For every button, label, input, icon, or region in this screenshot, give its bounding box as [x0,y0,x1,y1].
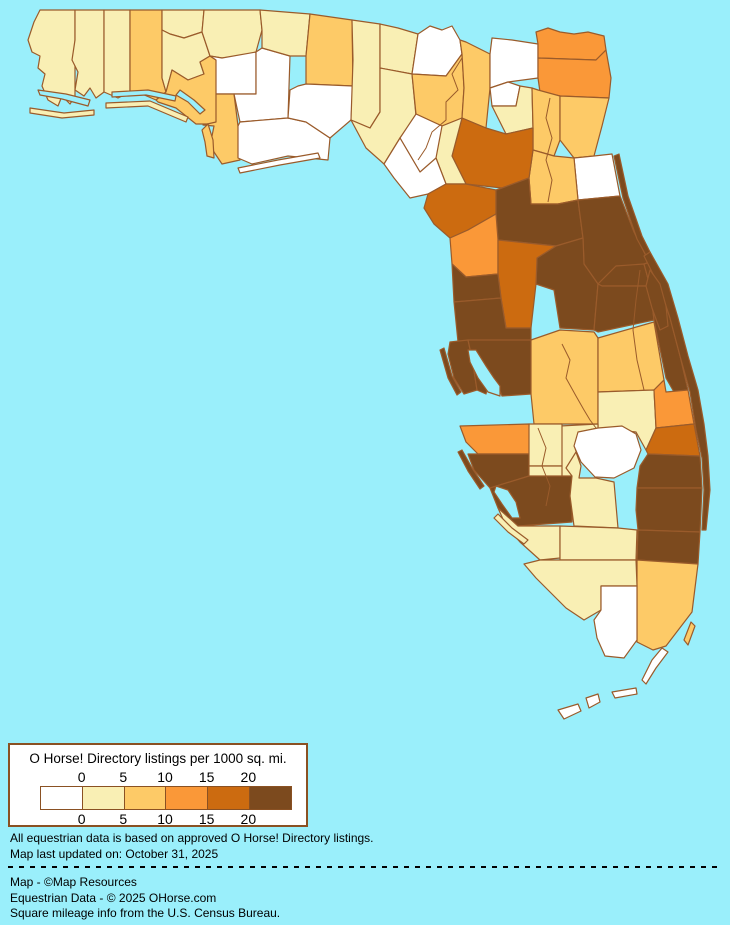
st-andrew-bay [175,89,206,115]
county-miami-dade [636,559,699,651]
legend-tick-0: 0 [77,811,86,827]
county-leon [305,13,354,87]
charlotte-harbor [493,485,521,519]
legend-tick-20: 20 [240,769,257,785]
county-nassau [535,27,607,61]
county-jackson [201,9,263,59]
county-calhoun [209,51,257,95]
sanibel-barrier-island [493,513,529,545]
cape-canaveral-barrier [643,251,711,531]
choctawhatchee-bay [111,89,177,102]
legend-ticks-top: 0 5 10 15 20 [10,769,306,785]
county-palm-beach [635,487,703,533]
pensacola-barrier-island [29,107,95,119]
apalachicola-barrier-island [237,152,321,174]
county-glades [565,451,619,529]
suwannee-river [417,57,463,161]
county-hernando [451,263,502,303]
county-flagler [573,153,621,201]
st-johns-river [545,97,553,203]
destin-barrier-island [105,100,189,123]
middle-keys [611,687,638,699]
county-layer [27,9,711,720]
tampa-bay [467,349,501,397]
county-polk [530,329,599,425]
kissimmee-river [561,343,597,429]
county-monroe [593,585,638,659]
census-credit: Square mileage info from the U.S. Census… [10,906,281,920]
legend-color-ramp [40,786,292,810]
legend-tick-10: 10 [157,811,173,827]
legend-tick-10: 10 [157,769,173,785]
lake-lake-okeechobee [573,425,642,479]
key-largo [641,647,669,685]
county-escambia [27,9,76,107]
county-madison [379,23,419,75]
map-legend: O Horse! Directory listings per 1000 sq.… [8,743,308,827]
county-clay [531,87,561,157]
legend-swatch-0 [41,787,82,809]
legend-swatch-10-15 [165,787,208,809]
county-broward [636,529,701,565]
county-jefferson [350,19,381,129]
legend-tick-15: 15 [198,811,215,827]
st-johns-river-upper [632,269,645,391]
legend-title: O Horse! Directory listings per 1000 sq.… [29,751,287,766]
sarasota-barrier-island [457,449,485,490]
county-gadsden [259,9,311,57]
county-st-johns [559,95,610,159]
county-columbia [459,39,491,129]
county-santa-rosa [71,9,105,99]
legend-tick-20: 20 [240,811,257,827]
dashed-separator [8,866,720,868]
county-putnam [528,149,579,205]
legend-tick-5: 5 [119,769,128,785]
county-okaloosa [103,9,131,99]
marathon-key [585,693,601,709]
county-hendry [559,525,638,561]
legend-swatch-15-20 [207,787,250,809]
pensacola-bay [37,89,91,107]
legend-tick-0: 0 [77,769,86,785]
legend-swatch-5-10 [123,787,166,809]
legend-swatch-20+ [249,787,291,809]
miami-beach-island [683,621,696,646]
lower-keys [557,703,582,720]
data-copyright: Equestrian Data - © 2025 OHorse.com [10,891,217,905]
map-copyright: Map - ©Map Resources [10,875,137,889]
last-updated-note: Map last updated on: October 31, 2025 [10,847,219,861]
county-martin [636,453,703,489]
county-manatee [459,423,530,455]
county-osceola [597,321,665,393]
county-baker [489,37,539,89]
peace-river [537,427,551,507]
county-walton [129,9,167,101]
legend-tick-15: 15 [198,769,215,785]
merritt-island [645,269,669,331]
legend-ticks-bottom: 0 5 10 15 20 [10,811,306,827]
data-source-note: All equestrian data is based on approved… [10,831,374,845]
legend-tick-5: 5 [119,811,128,827]
st-joseph-spit [201,123,215,159]
pinellas-barrier-island [439,347,462,396]
legend-swatch-0-5 [81,787,124,809]
